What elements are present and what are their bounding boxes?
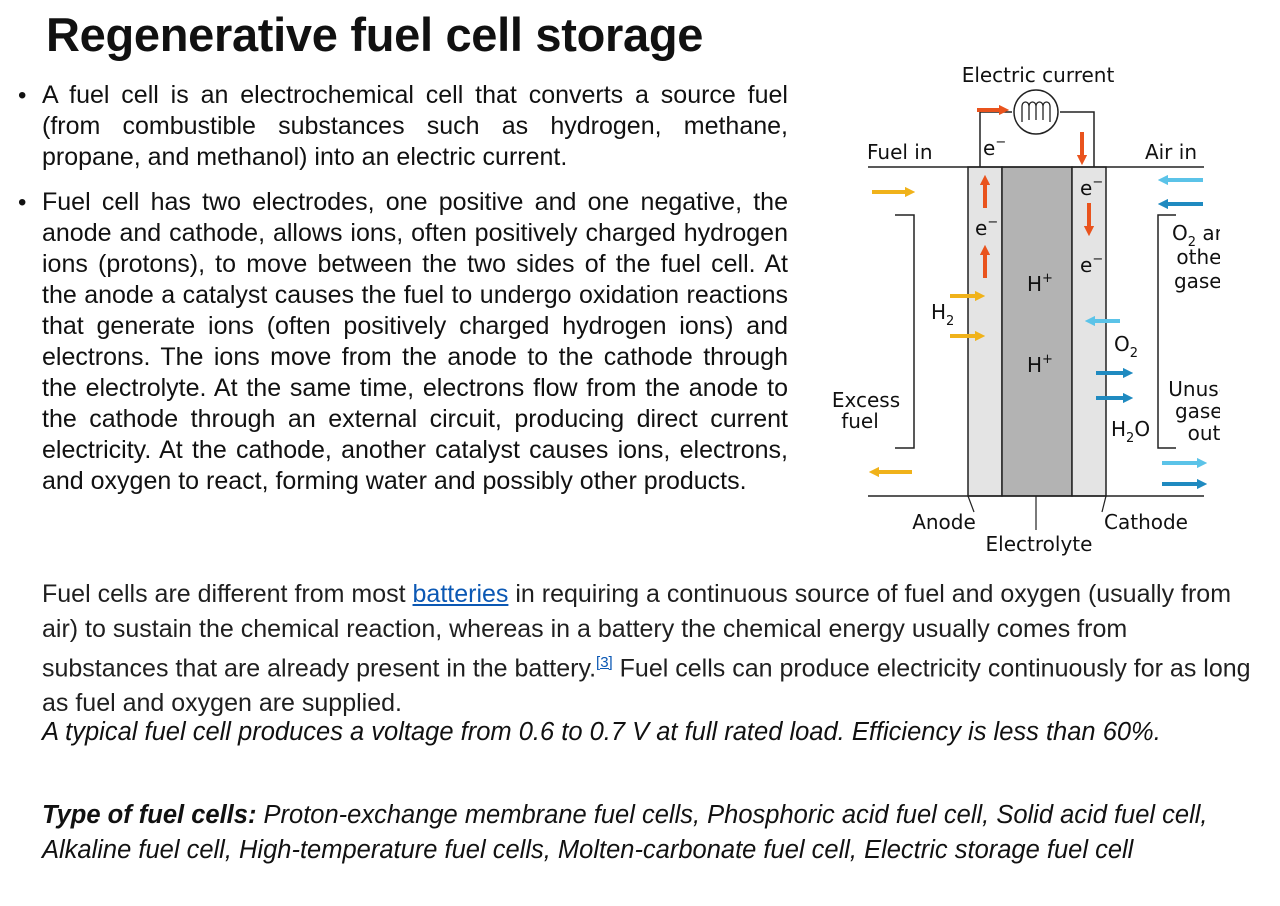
bullet-item: A fuel cell is an electrochemical cell t… xyxy=(18,80,788,173)
excess-fuel-label: Excess xyxy=(832,388,900,412)
wiki-paragraph: Fuel cells are different from most batte… xyxy=(42,577,1257,720)
citation-link[interactable]: [3] xyxy=(596,654,613,671)
unused-gases-label: out xyxy=(1188,421,1220,445)
air-in-label: Air in xyxy=(1145,140,1197,164)
wiki-text: in requiring a continuous source of fuel… xyxy=(42,580,1232,683)
wiki-text: Fuel cells can produce electricity conti… xyxy=(42,654,1251,717)
o2-label: O2 xyxy=(1114,332,1138,361)
o2-and-other-gases-label: other xyxy=(1176,245,1220,269)
bulb-filament-icon xyxy=(1021,101,1051,122)
bullet-item: Fuel cell has two electrodes, one positi… xyxy=(18,187,788,497)
electron-label: e− xyxy=(983,135,1006,160)
excess-fuel-label: fuel xyxy=(841,409,879,433)
anode-leader xyxy=(967,495,975,513)
electron-label: e− xyxy=(1080,175,1103,200)
cathode-leader xyxy=(1101,495,1107,513)
fuel-channel-line xyxy=(895,214,915,449)
fuel-in-label: Fuel in xyxy=(867,140,933,164)
electron-label: e− xyxy=(975,215,998,240)
o2-and-other-gases-label: gases xyxy=(1174,269,1220,293)
batteries-link[interactable]: batteries xyxy=(412,580,509,608)
electron-label: e− xyxy=(1080,252,1103,277)
electric-current-label: Electric current xyxy=(962,63,1115,87)
air-channel-line xyxy=(1157,214,1176,449)
h2-label: H2 xyxy=(931,300,954,329)
voltage-note: A typical fuel cell produces a voltage f… xyxy=(42,718,1161,746)
unused-gases-label: gases xyxy=(1175,399,1220,423)
wiki-text: Fuel cells are different from most xyxy=(42,580,413,608)
fuel-cell-types: Type of fuel cells: Proton-exchange memb… xyxy=(42,798,1257,867)
proton-label: H+ xyxy=(1027,271,1053,296)
types-label: Type of fuel cells: xyxy=(42,801,257,829)
cathode-label: Cathode xyxy=(1104,510,1188,534)
external-circuit-wire xyxy=(1060,111,1095,167)
types-list: Proton-exchange membrane fuel cells, Pho… xyxy=(42,801,1208,864)
slide-title: Regenerative fuel cell storage xyxy=(46,8,704,61)
bullet-list: A fuel cell is an electrochemical cell t… xyxy=(18,80,788,511)
o2-and-other-gases-label: O2 and xyxy=(1172,221,1220,250)
electrolyte-plate xyxy=(1001,166,1073,497)
h2o-label: H2O xyxy=(1111,417,1150,446)
fuel-cell-diagram: Electric current Fuel in Air in e− e− e−… xyxy=(832,63,1220,556)
unused-gases-label: Unused xyxy=(1168,377,1220,401)
proton-label: H+ xyxy=(1027,352,1053,377)
anode-label: Anode xyxy=(912,510,976,534)
electrolyte-label: Electrolyte xyxy=(986,532,1093,556)
